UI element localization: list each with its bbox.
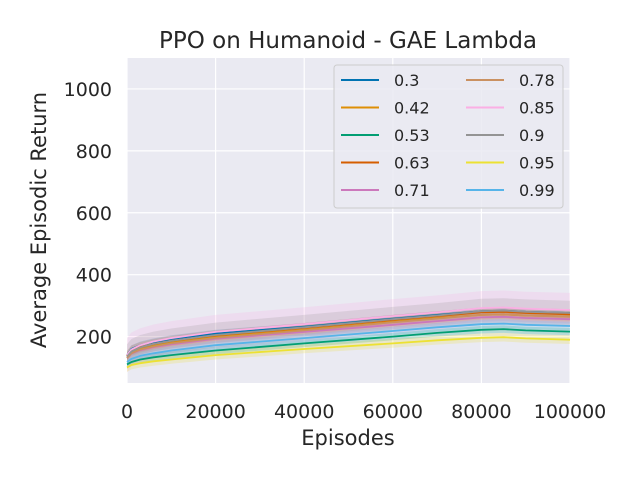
y-tick-label: 200: [76, 327, 112, 349]
legend-label: 0.95: [519, 154, 555, 173]
legend-label: 0.9: [519, 126, 544, 145]
x-tick-label: 0: [121, 401, 133, 423]
legend-label: 0.3: [394, 71, 419, 90]
series-line-0-53: [126, 328, 571, 366]
legend-label: 0.99: [519, 181, 555, 200]
x-tick-labels: 0 20000 40000 60000 80000 100000: [121, 401, 606, 423]
series-line-0-95: [126, 336, 571, 369]
x-tick-label: 60000: [363, 401, 423, 423]
x-tick-label: 100000: [534, 401, 607, 423]
y-tick-label: 1000: [64, 79, 112, 101]
y-tick-label: 600: [76, 203, 112, 225]
series-line-0-99: [126, 322, 571, 363]
x-axis-label: Episodes: [301, 426, 394, 450]
legend-label: 0.63: [394, 154, 430, 173]
y-tick-label: 400: [76, 265, 112, 287]
series-line-0-78: [126, 313, 571, 359]
band-0-95: [127, 332, 570, 372]
x-tick-label: 80000: [451, 401, 511, 423]
y-tick-labels: 200 400 600 800 1000: [64, 79, 112, 349]
series-line-0-85: [126, 306, 571, 356]
legend-label: 0.85: [519, 99, 555, 118]
legend: 0.3 0.42 0.53 0.63 0.71 0.78 0.85 0.9 0.95 0.99: [333, 64, 564, 209]
x-tick-label: 20000: [185, 401, 245, 423]
series-line-0-9: [126, 309, 571, 358]
legend-label: 0.78: [519, 71, 555, 90]
y-tick-label: 800: [76, 141, 112, 163]
x-tick-label: 40000: [274, 401, 334, 423]
y-axis-label: Average Episodic Return: [27, 92, 51, 348]
legend-label: 0.53: [394, 126, 430, 145]
legend-label: 0.42: [394, 99, 430, 118]
legend-label: 0.71: [394, 181, 430, 200]
series-lines: [126, 306, 571, 369]
chart-title: PPO on Humanoid - GAE Lambda: [159, 28, 537, 54]
legend-box: [333, 64, 564, 209]
